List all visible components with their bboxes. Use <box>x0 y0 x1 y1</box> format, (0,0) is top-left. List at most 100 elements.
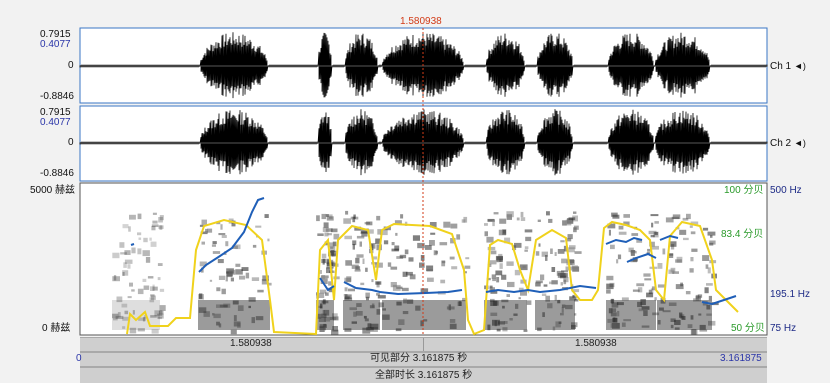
spectrogram-cell <box>618 231 627 235</box>
spectrogram-cell <box>523 329 528 332</box>
spectrogram-cell <box>158 225 164 229</box>
spectrogram-cell <box>159 305 166 311</box>
spectrogram-cell <box>607 223 616 229</box>
speaker-icon[interactable]: ◄) <box>793 61 806 71</box>
spectrogram-cell <box>487 246 496 251</box>
spectrogram-cell <box>321 275 326 280</box>
spectrogram-cell <box>545 295 550 302</box>
spectrogram-cell <box>709 242 714 246</box>
spectrogram-cell <box>426 269 433 272</box>
spectrogram-cell <box>218 275 225 280</box>
spectrogram-cell <box>484 223 488 226</box>
channel-2-label[interactable]: Ch 2 ◄) <box>770 138 806 149</box>
channel-2-min-label: -0.8846 <box>40 168 74 179</box>
spectrogram-cell <box>212 251 221 254</box>
spectrogram-cell <box>157 263 163 266</box>
spectrogram-cell <box>496 277 500 283</box>
spectrogram-cell <box>502 229 507 235</box>
spectrogram-cell <box>699 324 706 330</box>
spectrogram-cell <box>503 321 508 324</box>
spectrogram-cell <box>509 318 513 321</box>
spectrogram-low-band <box>484 300 527 330</box>
spectrogram-cell <box>377 229 381 235</box>
spectrogram-cell <box>643 310 648 316</box>
spectrogram-cell <box>203 311 210 317</box>
spectrogram-cell <box>409 274 416 280</box>
visible-part-bar[interactable]: 0 可见部分 3.161875 秒 3.161875 <box>76 352 767 367</box>
spectrogram-cell <box>681 316 686 320</box>
spectrogram-cell <box>364 222 370 225</box>
total-duration-bar[interactable]: 全部时长 3.161875 秒 <box>80 367 767 383</box>
spectrogram-cell <box>449 256 455 260</box>
spectrogram-cell <box>147 276 154 279</box>
spectrogram-cell <box>217 259 224 264</box>
spectrogram-cell <box>654 232 658 236</box>
spectrogram-cell <box>644 278 652 281</box>
spectrogram-cell <box>352 244 355 250</box>
pitch-mid-label: 195.1 Hz <box>770 289 811 300</box>
spectrogram-cell <box>200 231 208 235</box>
spectrogram-cell <box>212 313 215 316</box>
spectrogram-cell <box>557 249 565 254</box>
pitch-segment <box>319 277 335 292</box>
spectrogram-cell <box>230 329 237 335</box>
channel-1-label[interactable]: Ch 1 ◄) <box>770 61 806 72</box>
cursor-bar-divider <box>423 338 424 351</box>
spectrogram-cell <box>429 222 437 228</box>
spectrogram-cell <box>324 309 330 316</box>
spectrogram-cell <box>607 318 613 323</box>
spectrogram-cell <box>219 304 228 308</box>
spectrogram-cell <box>232 300 239 305</box>
spectrogram-cell <box>535 280 543 284</box>
spectrogram-cell <box>440 279 446 284</box>
spectrogram-cell <box>611 302 619 308</box>
spectrogram-cell <box>122 316 129 321</box>
spectrogram-cell <box>486 236 494 243</box>
spectrogram-cell <box>261 279 269 285</box>
spectrogram-cell <box>370 327 378 332</box>
spectrogram-cell <box>123 262 127 268</box>
intensity-top-label: 100 分贝 <box>724 185 764 196</box>
spectrogram-cell <box>199 224 204 227</box>
spectrogram-cell <box>490 312 498 316</box>
spectrogram-low-band <box>198 300 270 330</box>
spectrogram-cell <box>648 289 652 295</box>
spectrogram-cell <box>201 219 207 225</box>
intensity-curve <box>126 218 739 336</box>
spectrogram-cell <box>499 263 503 269</box>
spectrogram-cell <box>574 251 582 254</box>
spectrogram-cell <box>216 321 220 326</box>
spectrogram-cell <box>221 235 227 238</box>
spectrogram-cell <box>323 325 326 331</box>
spectrogram-cell <box>399 254 407 259</box>
spectrogram-cell <box>251 277 260 281</box>
spectrogram-cell <box>495 255 503 261</box>
spectrogram-cell <box>354 269 361 272</box>
spectrogram-cell <box>417 242 425 249</box>
spectrogram-cell <box>211 244 216 247</box>
spectrogram-cell <box>561 304 566 308</box>
spectrogram-cell <box>237 322 241 328</box>
spectrogram-cell <box>371 303 375 308</box>
spectrogram-cell <box>391 248 399 252</box>
spectrogram-cell <box>463 216 468 223</box>
spectrogram-cell <box>551 280 558 285</box>
spectrogram-cell <box>608 229 611 236</box>
intensity-bottom-label: 50 分贝 <box>731 323 765 334</box>
cursor-position-bar[interactable]: 1.580938 1.580938 <box>80 337 767 352</box>
spectrogram-cell <box>158 317 162 320</box>
spectrogram-cell <box>672 214 681 219</box>
spectrogram-cell <box>651 286 655 291</box>
spectrogram-cell <box>569 296 577 301</box>
spectrogram-cell <box>705 264 709 269</box>
frequency-bottom-label: 0 赫兹 <box>42 323 71 334</box>
spectrogram-cell <box>708 320 716 326</box>
spectrogram-cell <box>650 234 655 238</box>
spectrogram-cell <box>514 242 522 248</box>
spectrogram-cell <box>648 230 657 235</box>
spectrogram-cell <box>654 297 657 301</box>
spectrogram-cell <box>707 231 716 236</box>
speaker-icon[interactable]: ◄) <box>793 138 806 148</box>
spectrogram-cell <box>324 241 330 246</box>
